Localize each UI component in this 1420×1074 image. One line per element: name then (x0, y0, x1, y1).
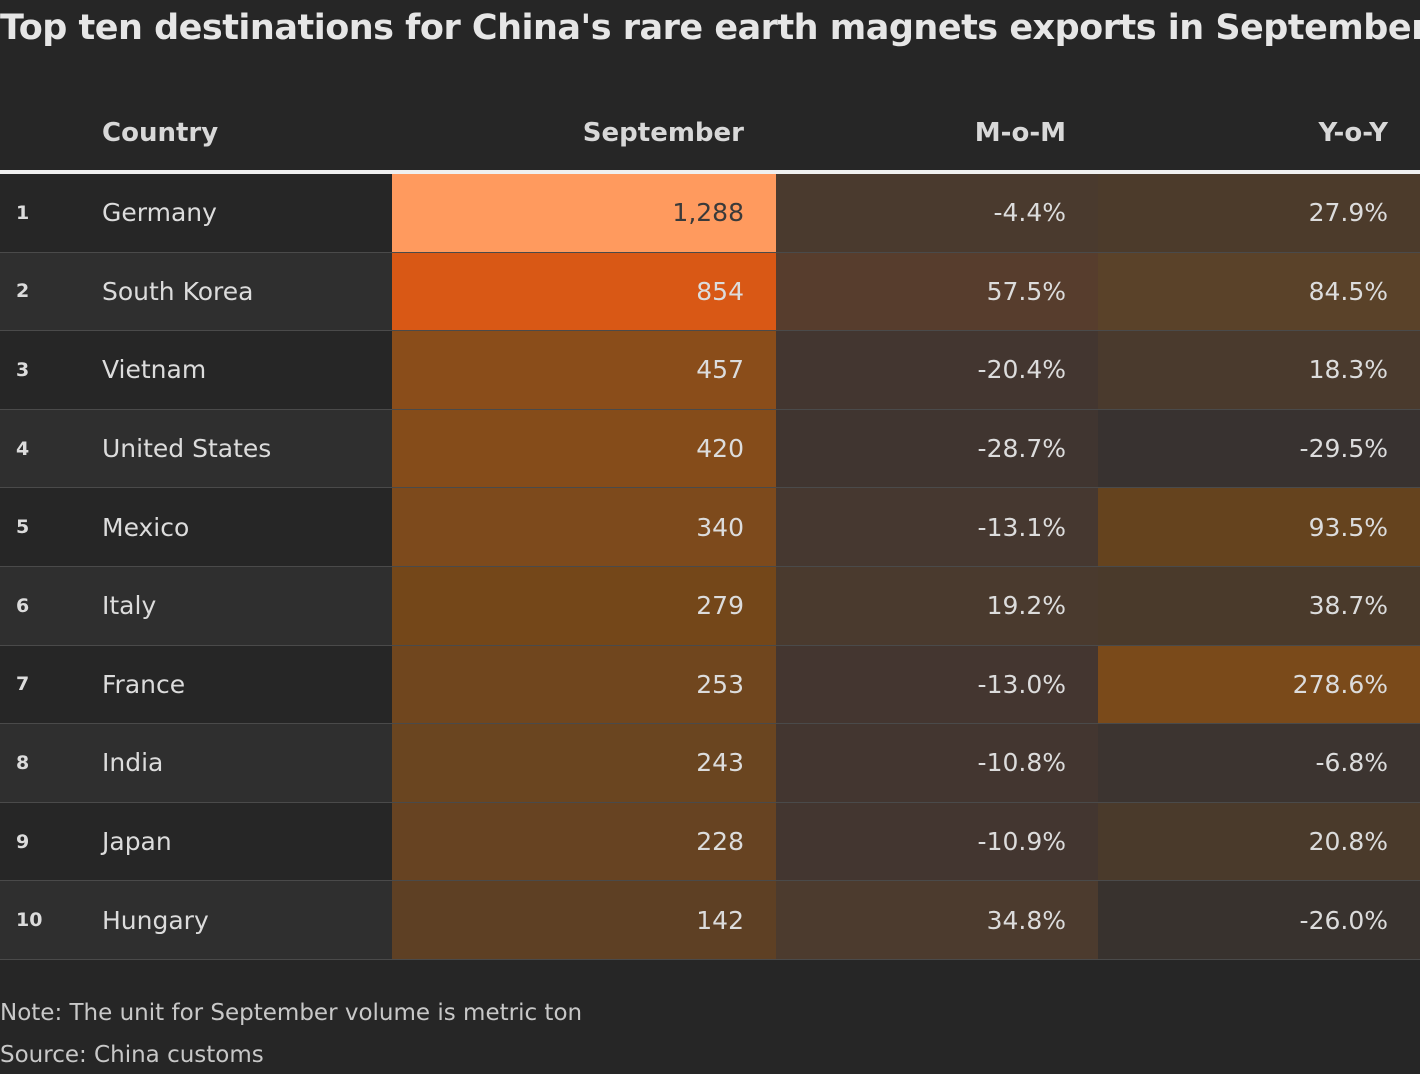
rank-cell: 1 (0, 174, 102, 253)
yoy-cell: 38.7% (1098, 567, 1420, 646)
mom-cell: -20.4% (776, 331, 1098, 410)
volume-cell: 854 (392, 252, 776, 332)
rank-cell: 7 (0, 645, 102, 725)
volume-cell: 228 (392, 802, 776, 882)
rank-cell: 2 (0, 252, 102, 332)
volume-cell: 253 (392, 645, 776, 725)
yoy-cell: 84.5% (1098, 252, 1420, 332)
mom-cell: -13.1% (776, 488, 1098, 567)
yoy-cell: 18.3% (1098, 331, 1420, 410)
yoy-cell: 20.8% (1098, 802, 1420, 882)
yoy-cell: 93.5% (1098, 488, 1420, 567)
mom-cell: 34.8% (776, 881, 1098, 960)
rank-cell: 8 (0, 724, 102, 803)
rank-cell: 9 (0, 802, 102, 882)
country-cell: India (102, 724, 392, 803)
note: Note: The unit for September volume is m… (0, 1000, 583, 1026)
rank-cell: 4 (0, 409, 102, 489)
rank-cell: 3 (0, 331, 102, 410)
mom-cell: 57.5% (776, 252, 1098, 332)
mom-cell: -10.9% (776, 802, 1098, 882)
yoy-cell: -29.5% (1098, 409, 1420, 489)
rank-cell: 10 (0, 881, 102, 960)
country-cell: Germany (102, 174, 392, 253)
header-cell: September (582, 118, 744, 148)
volume-cell: 142 (392, 881, 776, 960)
mom-cell: 19.2% (776, 567, 1098, 646)
country-cell: Mexico (102, 488, 392, 567)
country-cell: Italy (102, 567, 392, 646)
country-cell: South Korea (102, 252, 392, 332)
yoy-cell: -26.0% (1098, 881, 1420, 960)
volume-cell: 1,288 (392, 174, 776, 253)
header-rule (0, 170, 1420, 174)
volume-cell: 243 (392, 724, 776, 803)
rank-cell: 6 (0, 567, 102, 646)
country-cell: Japan (102, 802, 392, 882)
mom-cell: -4.4% (776, 174, 1098, 253)
title: Top ten destinations for China's rare ea… (0, 8, 1420, 48)
country-cell: Vietnam (102, 331, 392, 410)
rank-cell: 5 (0, 488, 102, 567)
mom-cell: -10.8% (776, 724, 1098, 803)
country-cell: Hungary (102, 881, 392, 960)
volume-cell: 457 (392, 331, 776, 410)
country-cell: France (102, 645, 392, 725)
volume-cell: 420 (392, 409, 776, 489)
volume-cell: 340 (392, 488, 776, 567)
mom-cell: -28.7% (776, 409, 1098, 489)
yoy-cell: -6.8% (1098, 724, 1420, 803)
volume-cell: 279 (392, 567, 776, 646)
yoy-cell: 27.9% (1098, 174, 1420, 253)
mom-cell: -13.0% (776, 645, 1098, 725)
source: Source: China customs (0, 1042, 264, 1068)
header-cell: Y-o-Y (1318, 118, 1388, 148)
header-cell: M-o-M (974, 118, 1066, 148)
header-cell: Country (102, 118, 219, 148)
yoy-cell: 278.6% (1098, 645, 1420, 725)
country-cell: United States (102, 409, 392, 489)
